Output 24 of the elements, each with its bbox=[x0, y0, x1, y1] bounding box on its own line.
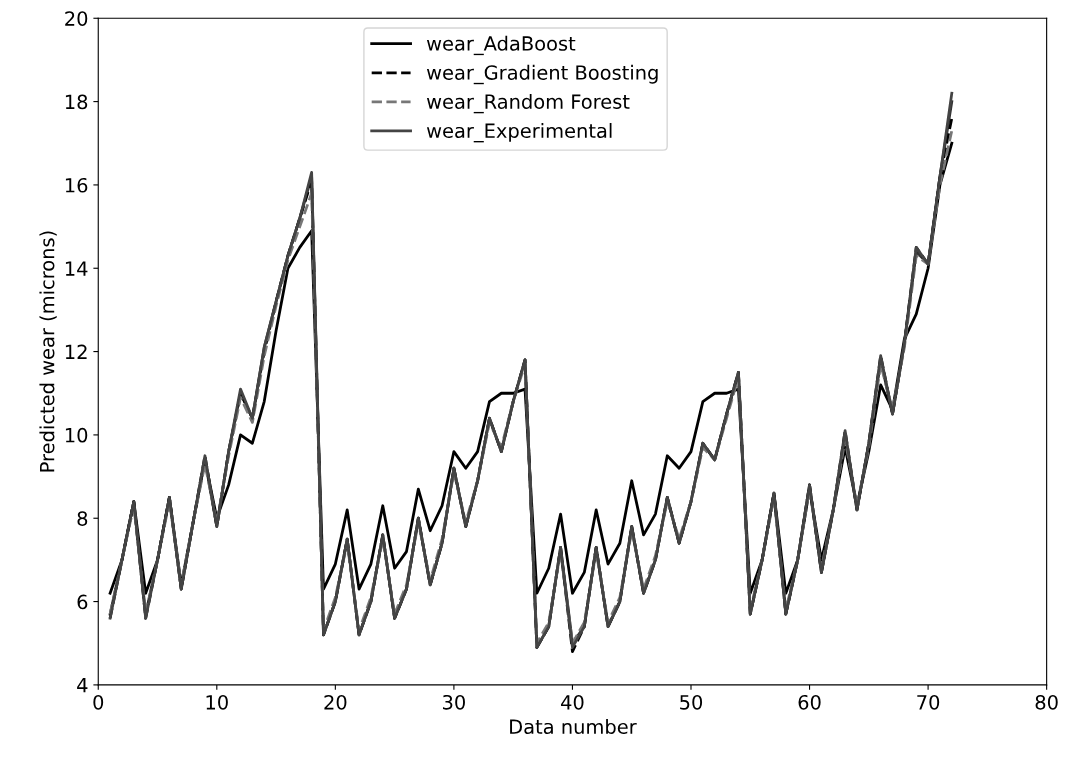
y-tick-label: 6 bbox=[77, 594, 88, 610]
x-tick-label: 80 bbox=[1035, 694, 1058, 710]
y-tick-label: 16 bbox=[65, 177, 88, 193]
y-tick-label: 18 bbox=[65, 94, 88, 110]
y-tick-label: 4 bbox=[77, 678, 88, 693]
legend-label: wear_AdaBoost bbox=[426, 35, 576, 56]
y-axis-title: Predicted wear (microns) bbox=[39, 231, 57, 472]
x-tick-label: 50 bbox=[680, 694, 703, 710]
y-tick-label: 20 bbox=[65, 11, 88, 26]
y-tick-label: 12 bbox=[65, 344, 87, 359]
legend-label: wear_Gradient Boosting bbox=[426, 64, 658, 85]
legend-label: wear_Random Forest bbox=[426, 93, 630, 114]
y-tick-label: 14 bbox=[65, 261, 88, 276]
x-tick-label: 60 bbox=[798, 694, 821, 710]
x-tick-label: 30 bbox=[443, 694, 465, 710]
x-tick-label: 10 bbox=[206, 694, 228, 710]
y-tick-label: 8 bbox=[77, 511, 88, 526]
x-axis-title: Data number bbox=[510, 719, 637, 735]
x-tick-label: 40 bbox=[561, 694, 584, 710]
y-tick-label: 10 bbox=[65, 427, 88, 443]
x-tick-label: 70 bbox=[917, 694, 940, 710]
legend-label: wear_Experimental bbox=[426, 123, 612, 143]
x-tick-label: 20 bbox=[324, 694, 347, 710]
x-tick-label: 0 bbox=[93, 694, 104, 710]
